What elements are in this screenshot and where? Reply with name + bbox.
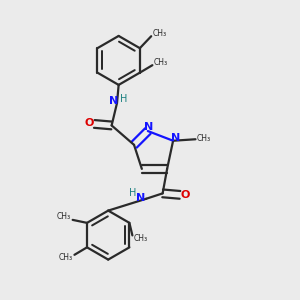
- Text: CH₃: CH₃: [154, 58, 168, 67]
- Text: N: N: [172, 134, 181, 143]
- Text: N: N: [144, 122, 153, 132]
- Text: CH₃: CH₃: [153, 29, 167, 38]
- Text: CH₃: CH₃: [57, 212, 71, 221]
- Text: CH₃: CH₃: [134, 234, 148, 243]
- Text: N: N: [136, 193, 145, 203]
- Text: O: O: [181, 190, 190, 200]
- Text: N: N: [109, 96, 118, 106]
- Text: CH₃: CH₃: [197, 134, 211, 143]
- Text: CH₃: CH₃: [59, 253, 73, 262]
- Text: O: O: [84, 118, 94, 128]
- Text: H: H: [120, 94, 127, 104]
- Text: H: H: [129, 188, 136, 198]
